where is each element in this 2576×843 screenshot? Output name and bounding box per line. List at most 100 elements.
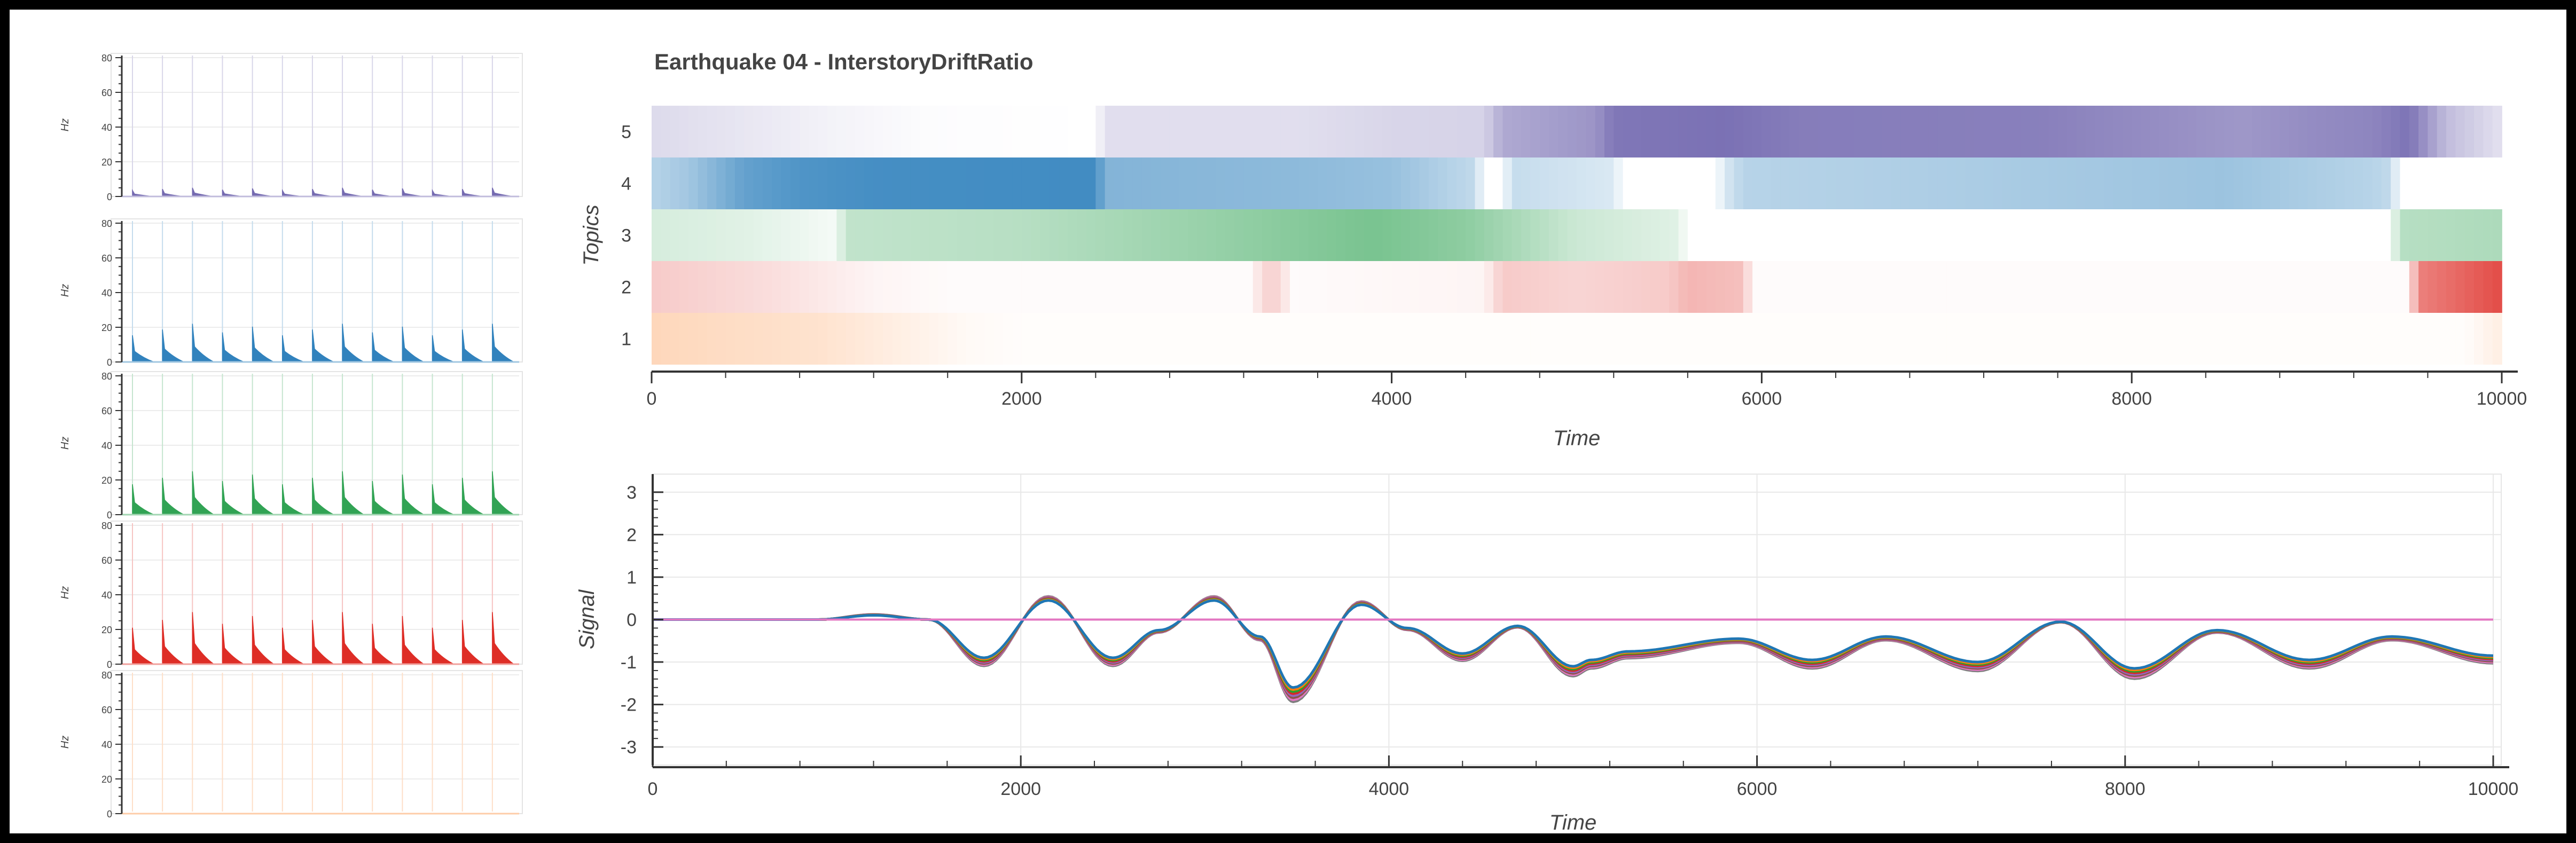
heatmap-cell: [2455, 261, 2465, 313]
heatmap-cell: [744, 209, 754, 261]
heatmap-cell: [2104, 209, 2114, 261]
heatmap-cell: [781, 157, 791, 209]
heatmap-cell: [1382, 106, 1392, 157]
heatmap-cell: [2261, 106, 2271, 157]
heatmap-cell: [753, 209, 763, 261]
heatmap-cell: [2455, 106, 2465, 157]
heatmap-cell: [1225, 157, 1235, 209]
heatmap-cell: [864, 261, 874, 313]
heatmap-cell: [938, 261, 949, 313]
heatmap-cell: [2076, 157, 2086, 209]
heatmap-cell: [1752, 313, 1763, 365]
chart-title: Earthquake 04 - InterstoryDriftRatio: [654, 49, 1033, 74]
heatmap-cell: [1252, 209, 1263, 261]
heatmap-cell: [734, 157, 745, 209]
panel-y-tick-label: 40: [101, 739, 112, 750]
heatmap-cell: [1290, 261, 1300, 313]
heatmap-cell: [2455, 157, 2465, 209]
heatmap-cell: [1364, 261, 1374, 313]
heatmap-cell: [1132, 313, 1142, 365]
panel-y-tick-label: 40: [101, 122, 112, 133]
heatmap-cell: [1345, 157, 1356, 209]
signal-y-tick-label: 1: [627, 568, 637, 588]
heatmap-cell: [1549, 106, 1559, 157]
heatmap-cell: [1299, 261, 1309, 313]
heatmap-cell: [1049, 106, 1059, 157]
heatmap-cell: [873, 313, 883, 365]
heatmap-cell: [2307, 106, 2317, 157]
heatmap-cell: [1484, 261, 1494, 313]
heatmap-cell: [1539, 261, 1549, 313]
heatmap-cell: [836, 157, 847, 209]
heatmap-cell: [1539, 209, 1549, 261]
heatmap-cell: [1068, 313, 1078, 365]
heatmap-cell: [1123, 106, 1133, 157]
heatmap-cell: [790, 261, 800, 313]
spectrogram-panel: 0 20 40 60 80 Hz: [59, 218, 523, 368]
heatmap-cell: [1752, 157, 1763, 209]
heatmap-cell: [1873, 106, 1883, 157]
heatmap-cell: [661, 209, 671, 261]
heatmap-cell: [1919, 106, 1929, 157]
heatmap-cell: [1466, 209, 1476, 261]
heatmap-cell: [1410, 261, 1420, 313]
heatmap-cell: [2085, 313, 2095, 365]
heatmap-cell: [1761, 261, 1772, 313]
heatmap-cell: [1484, 157, 1494, 209]
heatmap-cell: [1650, 157, 1661, 209]
heatmap-cell: [2363, 313, 2373, 365]
heatmap-cell: [1641, 106, 1651, 157]
heatmap-cell: [2409, 157, 2419, 209]
heatmap-cell: [2483, 313, 2493, 365]
heatmap-cell: [957, 157, 967, 209]
heatmap-cell: [1659, 106, 1670, 157]
heatmap-cell: [2326, 157, 2336, 209]
heatmap-cell: [2400, 106, 2410, 157]
heatmap-cell: [2002, 157, 2012, 209]
heatmap-cell: [1725, 106, 1735, 157]
heatmap-x-tick-label: 8000: [2111, 389, 2152, 409]
heatmap-cell: [1891, 261, 1901, 313]
heatmap-cell: [744, 261, 754, 313]
heatmap-cell: [2076, 261, 2086, 313]
heatmap-cell: [2307, 157, 2317, 209]
heatmap-cell: [2289, 313, 2299, 365]
heatmap-cell: [2298, 209, 2308, 261]
heatmap-cell: [864, 106, 874, 157]
heatmap-cell: [781, 261, 791, 313]
signal-y-tick-label: 3: [627, 483, 637, 503]
heatmap-cell: [2048, 157, 2058, 209]
panel-y-tick-label: 60: [101, 555, 112, 566]
heatmap-cell: [1179, 106, 1189, 157]
heatmap-cell: [762, 313, 772, 365]
heatmap-cell: [1466, 313, 1476, 365]
heatmap-cell: [2344, 106, 2354, 157]
heatmap-cell: [2057, 209, 2068, 261]
heatmap-cell: [2474, 313, 2484, 365]
heatmap-cell: [1225, 209, 1235, 261]
heatmap-cell: [2094, 106, 2105, 157]
heatmap-cell: [2280, 209, 2290, 261]
heatmap-cell: [1280, 209, 1290, 261]
heatmap-cell: [1919, 313, 1929, 365]
heatmap-cell: [2205, 313, 2215, 365]
heatmap-cell: [1114, 157, 1124, 209]
heatmap-cell: [845, 313, 856, 365]
signal-x-tick-label: 6000: [1737, 779, 1778, 799]
heatmap-y-tick-label: 4: [621, 174, 631, 194]
heatmap-cell: [2316, 261, 2327, 313]
heatmap-cell: [1207, 157, 1217, 209]
heatmap-cell: [698, 209, 708, 261]
heatmap-cell: [1169, 209, 1180, 261]
heatmap-cell: [2159, 209, 2170, 261]
heatmap-cell: [2391, 209, 2401, 261]
heatmap-cell: [1715, 261, 1725, 313]
heatmap-cell: [1086, 106, 1097, 157]
heatmap-cell: [698, 261, 708, 313]
heatmap-cell: [1197, 106, 1207, 157]
heatmap-cell: [2455, 209, 2465, 261]
heatmap-cell: [1697, 106, 1707, 157]
heatmap-cell: [2372, 106, 2382, 157]
heatmap-cell: [1808, 209, 1818, 261]
heatmap-cell: [1567, 106, 1577, 157]
